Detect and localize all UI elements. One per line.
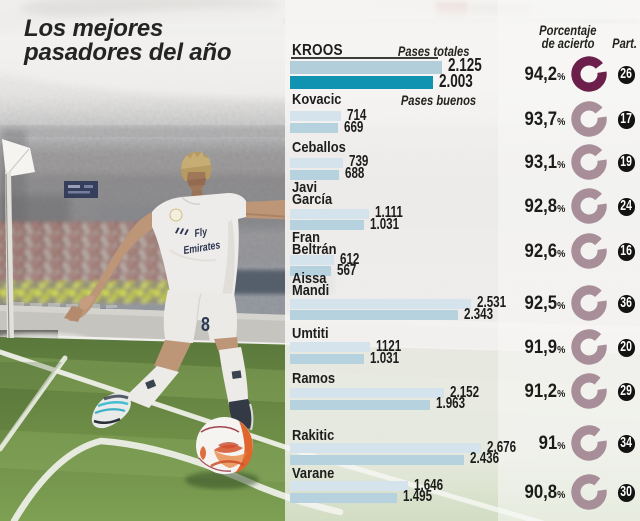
svg-text:Fly: Fly (194, 226, 209, 240)
svg-text:8: 8 (201, 313, 210, 335)
svg-text:Emirates: Emirates (183, 239, 222, 257)
